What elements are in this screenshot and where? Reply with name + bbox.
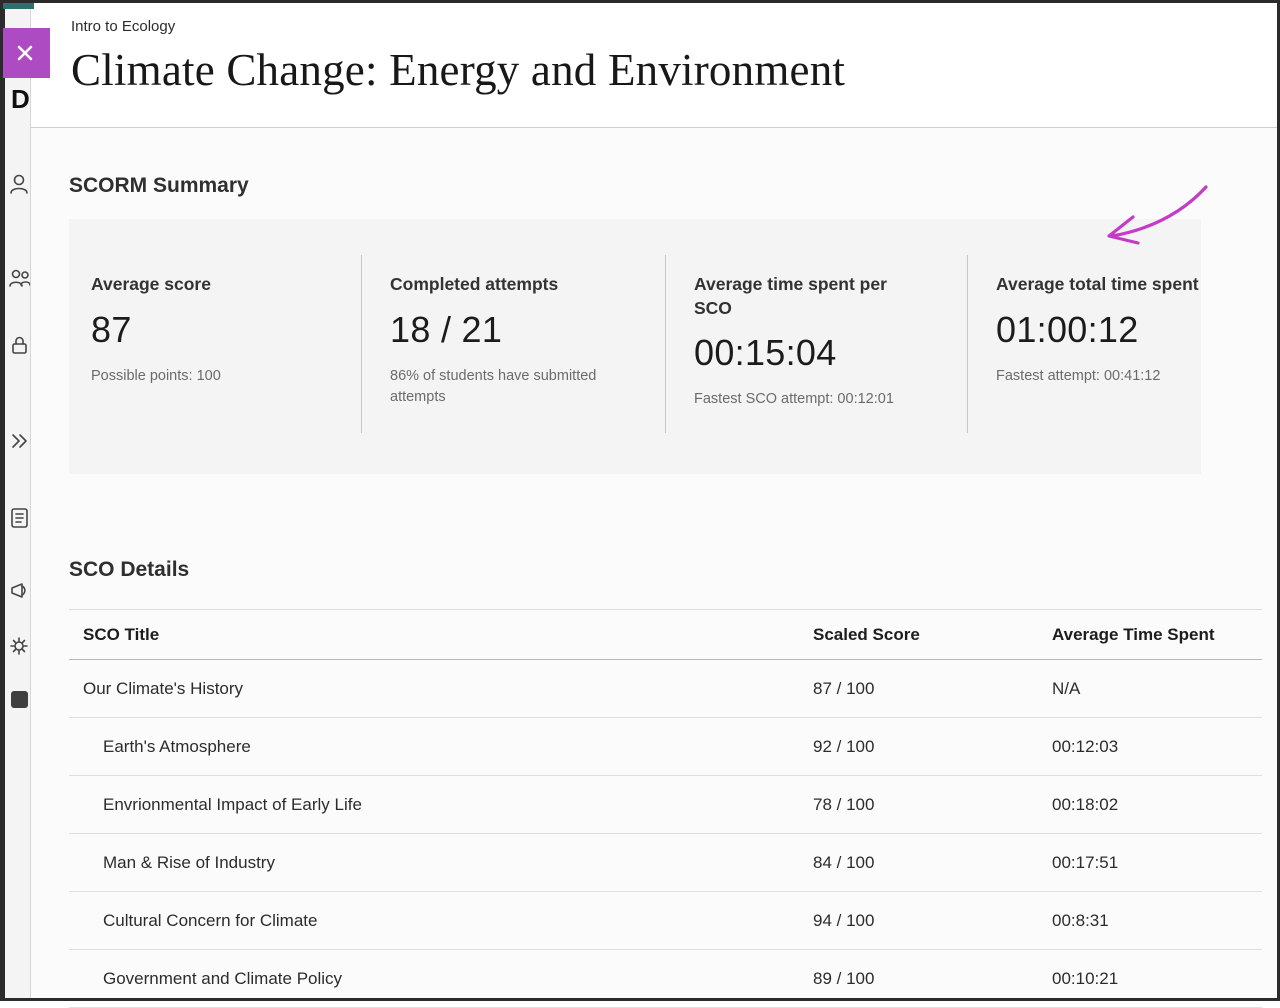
- table-row: Earth's Atmosphere 92 / 100 00:12:03: [69, 718, 1262, 776]
- breadcrumb-course-name: Intro to Ecology: [71, 18, 176, 35]
- stat-subtext: Fastest SCO attempt: 00:12:01: [694, 391, 894, 408]
- book-icon[interactable]: [8, 688, 30, 712]
- table-row: Cultural Concern for Climate 94 / 100 00…: [69, 892, 1262, 950]
- scorm-report-panel: Intro to Ecology Climate Change: Energy …: [30, 0, 1280, 1008]
- average-time-cell: 00:17:51: [1052, 852, 1119, 872]
- close-panel-button[interactable]: [0, 28, 50, 78]
- sco-title-cell: Cultural Concern for Climate: [103, 910, 318, 930]
- megaphone-icon[interactable]: [8, 578, 30, 602]
- sco-details-heading: SCO Details: [69, 558, 190, 581]
- lock-icon[interactable]: [8, 334, 30, 358]
- screen-edge: [0, 0, 5, 1001]
- column-header-average-time: Average Time Spent: [1052, 624, 1215, 644]
- sco-title-cell: Earth's Atmosphere: [103, 736, 251, 756]
- stat-value: 00:15:04: [694, 332, 837, 374]
- average-time-cell: 00:8:31: [1052, 910, 1109, 930]
- scorm-summary-heading: SCORM Summary: [69, 174, 249, 197]
- stat-value: 18 / 21: [390, 308, 503, 350]
- average-time-cell: 00:18:02: [1052, 794, 1119, 814]
- table-header-row: SCO Title Scaled Score Average Time Spen…: [69, 610, 1262, 660]
- stat-label: Completed attempts: [390, 274, 559, 294]
- average-time-cell: 00:12:03: [1052, 736, 1119, 756]
- details-heading-fragment: D: [11, 84, 30, 114]
- stat-subtext: Possible points: 100: [91, 367, 221, 384]
- average-time-cell: 00:10:21: [1052, 968, 1119, 988]
- panel-header: Intro to Ecology Climate Change: Energy …: [31, 0, 1280, 128]
- sco-details-table: SCO Title Scaled Score Average Time Spen…: [69, 609, 1262, 1008]
- stat-label: Average time spent per SCO: [694, 274, 887, 318]
- gradebook-icon[interactable]: [8, 506, 30, 530]
- stat-subtext: Fastest attempt: 00:41:12: [996, 367, 1161, 384]
- scaled-score-cell: 84 / 100: [813, 852, 875, 872]
- scaled-score-cell: 92 / 100: [813, 736, 875, 756]
- page-title: Climate Change: Energy and Environment: [71, 45, 846, 95]
- settings-icon[interactable]: [8, 634, 30, 658]
- double-chevron-icon[interactable]: [8, 430, 30, 454]
- stat-completed-attempts: Completed attempts 18 / 21 86% of studen…: [362, 219, 665, 474]
- stat-avg-time-per-sco: Average time spent per SCO 00:15:04 Fast…: [666, 219, 967, 474]
- groups-icon[interactable]: [8, 266, 30, 290]
- sco-title-cell: Our Climate's History: [83, 678, 244, 698]
- table-row: Our Climate's History 87 / 100 N/A: [69, 660, 1262, 718]
- divider: [361, 255, 362, 433]
- column-header-sco-title: SCO Title: [83, 624, 160, 644]
- course-nav-rail: D: [0, 0, 30, 1001]
- scaled-score-cell: 89 / 100: [813, 968, 875, 988]
- profile-icon[interactable]: [8, 172, 30, 196]
- column-header-scaled-score: Scaled Score: [813, 624, 920, 644]
- average-time-cell: N/A: [1052, 678, 1081, 698]
- stat-value: 87: [91, 308, 132, 350]
- stat-label: Average score: [91, 274, 211, 294]
- divider: [967, 255, 968, 433]
- panel-content: SCORM Summary Average score 87 Possible …: [31, 128, 1280, 1008]
- scorm-summary-card: Average score 87 Possible points: 100 Co…: [69, 219, 1201, 474]
- scaled-score-cell: 94 / 100: [813, 910, 875, 930]
- stat-label: Average total time spent: [996, 274, 1199, 294]
- table-row: Envrionmental Impact of Early Life 78 / …: [69, 776, 1262, 834]
- sco-title-cell: Envrionmental Impact of Early Life: [103, 794, 362, 814]
- sco-title-cell: Government and Climate Policy: [103, 968, 343, 988]
- course-banner-fragment: [0, 0, 34, 9]
- close-icon: [17, 45, 33, 61]
- stat-average-score: Average score 87 Possible points: 100: [69, 219, 361, 474]
- scaled-score-cell: 87 / 100: [813, 678, 875, 698]
- table-row: Government and Climate Policy 89 / 100 0…: [69, 950, 1262, 1008]
- scaled-score-cell: 78 / 100: [813, 794, 875, 814]
- stat-subtext: 86% of students have submitted attempts: [390, 367, 597, 405]
- table-row: Man & Rise of Industry 84 / 100 00:17:51: [69, 834, 1262, 892]
- sco-title-cell: Man & Rise of Industry: [103, 852, 275, 872]
- divider: [665, 255, 666, 433]
- stat-avg-total-time: Average total time spent 01:00:12 Fastes…: [968, 219, 1201, 474]
- stat-value: 01:00:12: [996, 308, 1139, 350]
